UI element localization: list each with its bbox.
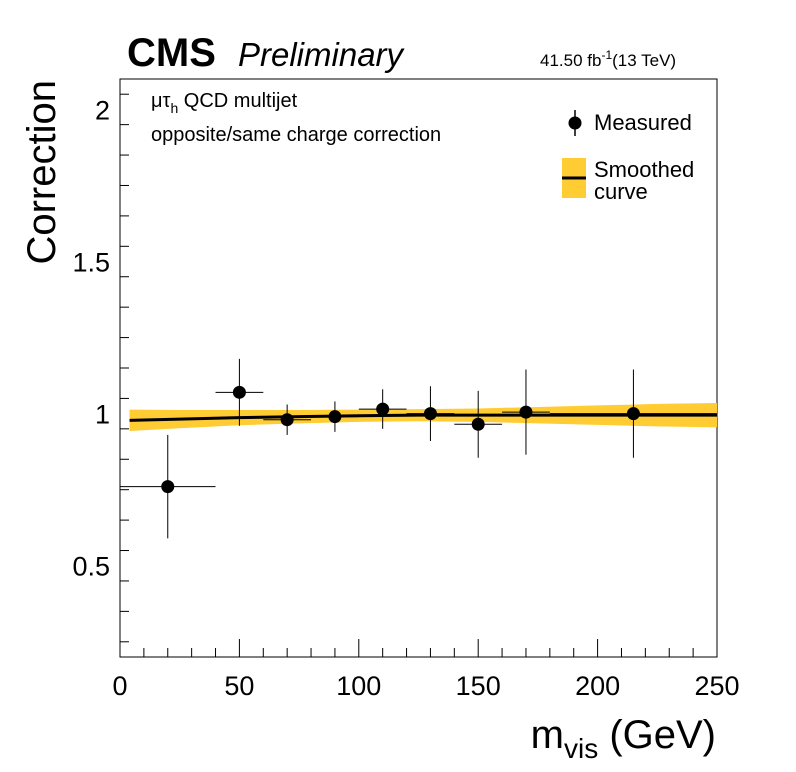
lumi-energy: (13 TeV) [612, 51, 676, 70]
x-axis-title-main: m [531, 713, 564, 757]
channel-symbol: μτ [151, 90, 171, 112]
y-tick-label-0.5: 0.5 [72, 552, 110, 582]
measured-points-layer [120, 358, 717, 539]
preliminary-label: Preliminary [238, 36, 406, 73]
measured-marker-4 [328, 410, 342, 424]
measured-marker-3 [280, 413, 294, 427]
measured-point-4 [311, 401, 359, 432]
legend-measured-marker [568, 116, 582, 130]
channel-annotation: μτh QCD multijet [151, 90, 298, 116]
measured-point-3 [263, 404, 312, 435]
lumi-exponent: -1 [601, 48, 612, 62]
correction-annotation: opposite/same charge correction [151, 124, 441, 146]
measured-point-5 [358, 389, 407, 429]
measured-marker-2 [232, 385, 246, 399]
channel-subscript: h [170, 100, 178, 116]
legend-curve-label: curve [594, 179, 648, 204]
measured-marker-7 [471, 417, 485, 431]
legend: Measured Smoothed curve [562, 110, 694, 204]
smoothed-curve-line [129, 413, 717, 422]
x-axis-title-sub: vis [564, 733, 598, 764]
cms-label: CMS [127, 31, 216, 75]
lumi-value: 41.50 fb [540, 51, 601, 70]
legend-smoothed-label: Smoothed [594, 157, 694, 182]
y-tick-label-1: 1 [95, 400, 110, 430]
y-tick-label-2: 2 [95, 95, 110, 125]
measured-point-1 [120, 434, 216, 539]
x-tick-label-250: 250 [694, 671, 739, 701]
measured-point-9 [549, 369, 717, 458]
x-tick-label-50: 50 [224, 671, 254, 701]
measured-point-2 [215, 358, 264, 426]
x-tick-label-200: 200 [575, 671, 620, 701]
axis-ticks-layer: 0 50 100 150 200 250 0.5 1 1.5 2 [72, 93, 740, 701]
channel-text: QCD multijet [178, 90, 297, 112]
legend-measured-label: Measured [594, 110, 692, 135]
measured-marker-8 [519, 405, 533, 419]
x-tick-label-100: 100 [336, 671, 381, 701]
y-axis-title: Correction [20, 80, 64, 265]
measured-point-8 [502, 369, 550, 455]
measured-point-7 [454, 390, 503, 458]
smoothed-uncertainty-band [129, 402, 717, 431]
x-tick-label-150: 150 [456, 671, 501, 701]
x-tick-label-0: 0 [112, 671, 127, 701]
measured-marker-6 [423, 407, 437, 421]
x-axis-title: mvis (GeV) [531, 713, 716, 764]
smoothed-curve-layer [129, 413, 717, 422]
measured-marker-5 [376, 402, 390, 416]
measured-marker-1 [161, 480, 175, 494]
measured-point-6 [406, 386, 455, 442]
y-tick-label-1.5: 1.5 [72, 248, 110, 278]
luminosity-label: 41.50 fb-1(13 TeV) [540, 48, 676, 70]
smoothed-band-layer [129, 402, 717, 431]
measured-marker-9 [626, 407, 640, 421]
x-axis-title-unit: (GeV) [598, 713, 716, 757]
